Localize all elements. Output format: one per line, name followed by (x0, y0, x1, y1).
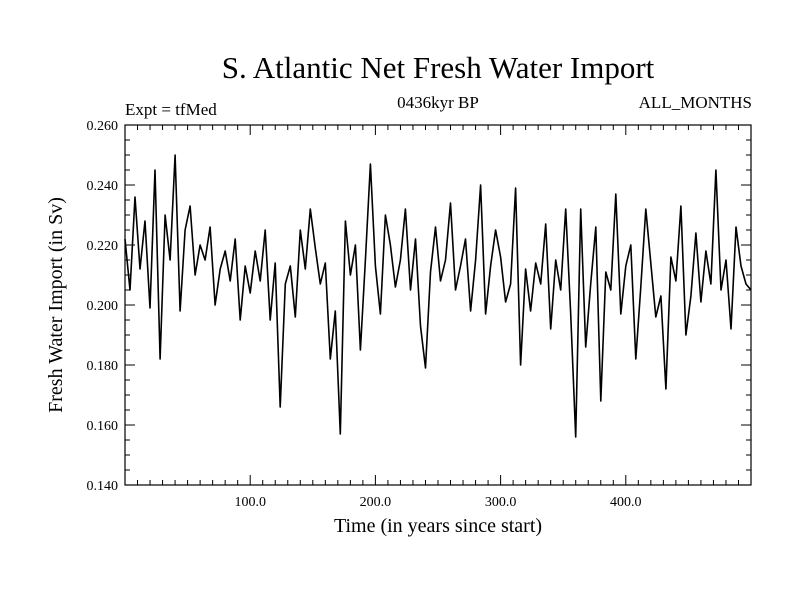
y-tick-label: 0.180 (87, 359, 119, 374)
y-tick-label: 0.200 (87, 299, 119, 314)
x-axis-title: Time (in years since start) (334, 515, 542, 537)
tick-labels: 100.0 200.0 300.0 400.0 0.140 0.160 0.180 0.200… (87, 119, 642, 510)
x-tick-label: 200.0 (360, 495, 392, 510)
experiment-label: Expt = tfMed (125, 100, 217, 119)
x-tick-label: 100.0 (234, 495, 266, 510)
series-line (124, 154, 752, 438)
x-tick-label: 400.0 (610, 495, 642, 510)
axis-ticks (124, 124, 752, 486)
months-label: ALL_MONTHS (638, 93, 752, 112)
x-tick-label: 300.0 (485, 495, 517, 510)
y-tick-label: 0.160 (87, 419, 119, 434)
period-label: 0436kyr BP (397, 93, 479, 112)
y-tick-label: 0.220 (87, 239, 119, 254)
y-tick-label: 0.240 (87, 179, 119, 194)
y-tick-label: 0.140 (87, 479, 119, 494)
plot-frame (124, 124, 752, 486)
chart-title: S. Atlantic Net Fresh Water Import (221, 50, 655, 85)
y-tick-label: 0.260 (87, 119, 119, 134)
y-axis-title: Fresh Water Import (in Sv) (45, 197, 67, 413)
